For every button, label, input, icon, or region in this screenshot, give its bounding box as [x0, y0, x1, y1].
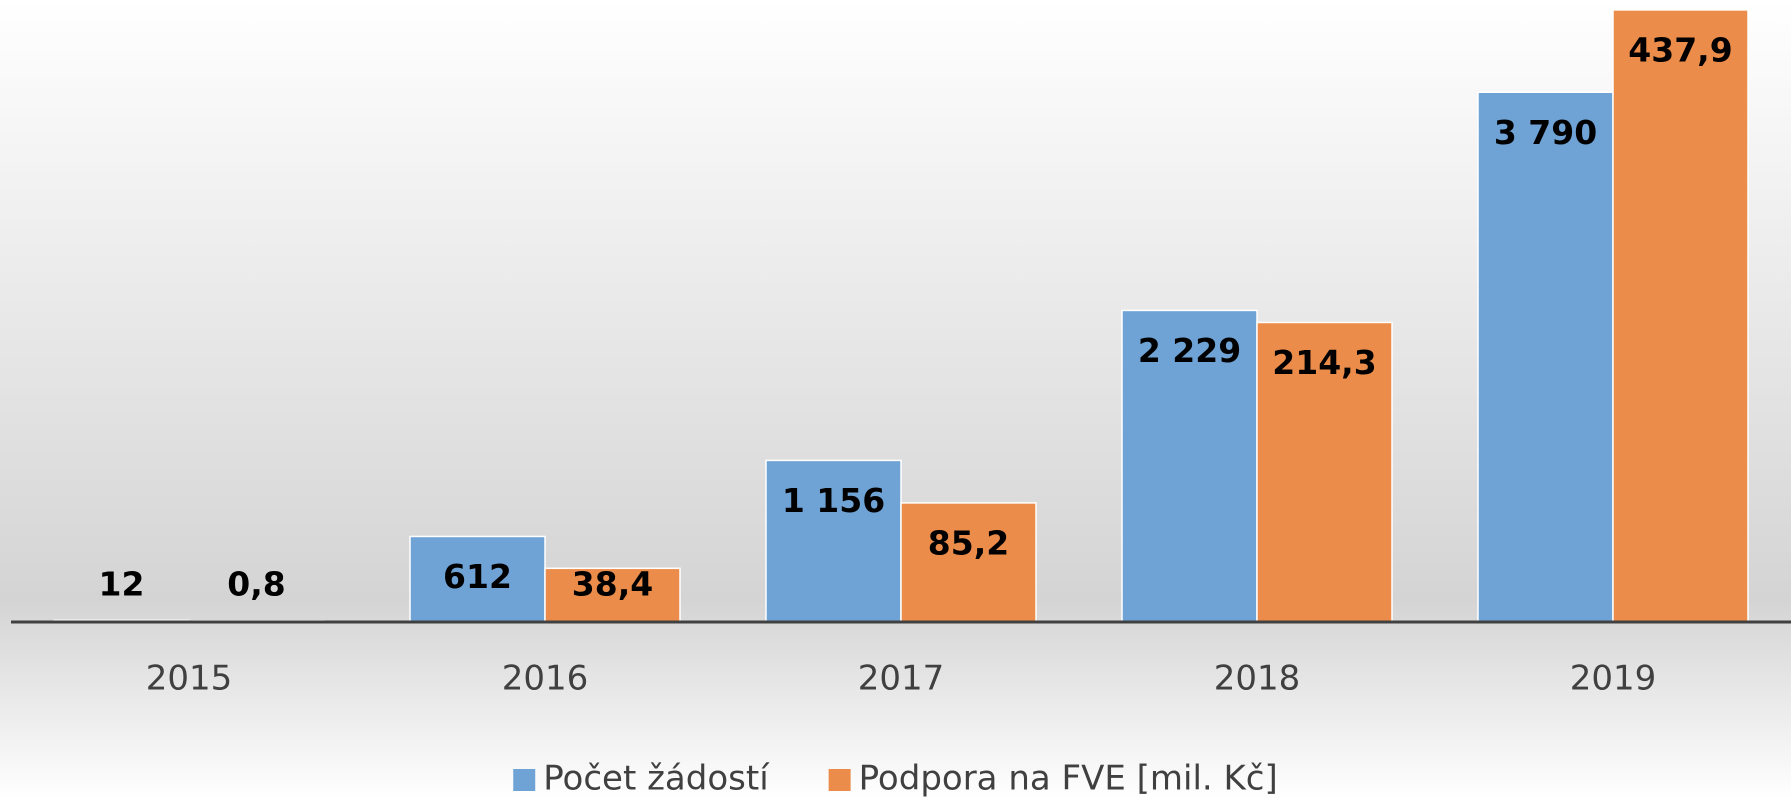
value-label: 12 — [99, 565, 145, 604]
x-tick-label: 2015 — [146, 659, 233, 699]
bar — [1477, 91, 1614, 623]
value-label: 38,4 — [572, 565, 653, 604]
x-tick-label: 2017 — [858, 659, 945, 699]
x-tick-label: 2016 — [502, 659, 589, 699]
value-label: 1 156 — [782, 481, 885, 520]
x-tick-label: 2019 — [1570, 659, 1657, 699]
legend-label: Podpora na FVE [mil. Kč] — [859, 759, 1278, 799]
value-label: 214,3 — [1272, 343, 1376, 382]
value-label: 2 229 — [1138, 331, 1241, 370]
value-label: 3 790 — [1494, 113, 1597, 152]
value-label: 85,2 — [928, 523, 1009, 562]
legend-swatch — [828, 769, 851, 791]
legend-swatch — [513, 769, 536, 791]
x-tick-label: 2018 — [1214, 659, 1301, 699]
bar — [1612, 9, 1749, 623]
legend-label: Počet žádostí — [543, 759, 770, 799]
bar — [544, 567, 681, 623]
value-label: 0,8 — [227, 565, 285, 604]
value-label: 612 — [443, 557, 512, 596]
bar — [1256, 321, 1393, 623]
value-label: 437,9 — [1628, 30, 1732, 69]
bar — [409, 535, 546, 623]
bar — [900, 502, 1037, 623]
